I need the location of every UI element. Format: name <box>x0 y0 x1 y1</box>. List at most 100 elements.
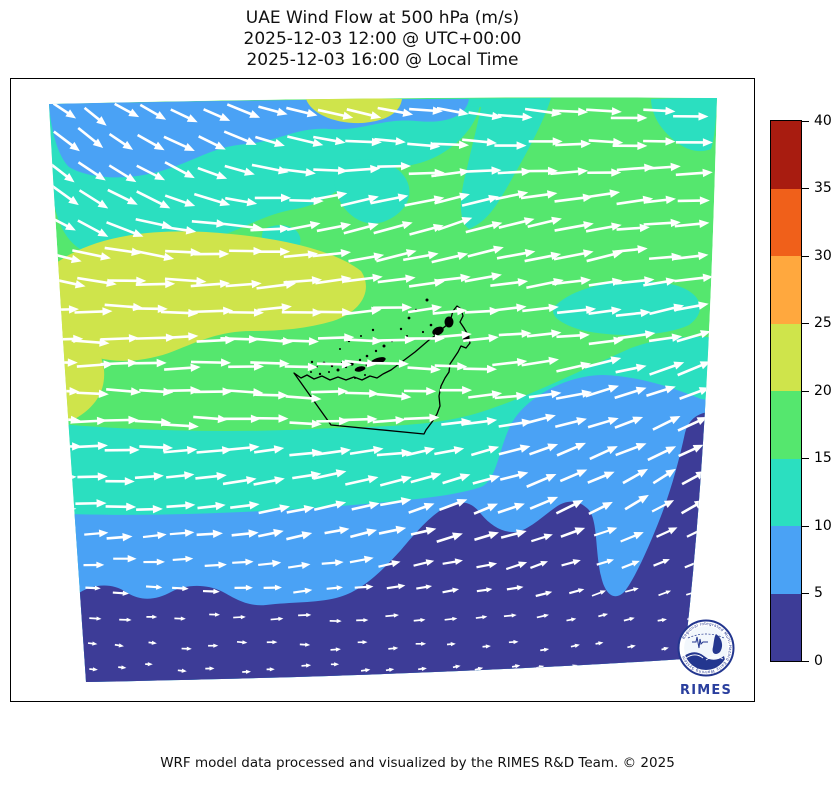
wind-arrow <box>623 617 635 622</box>
rimes-logo: Regional Integrated Multi-Hazard Early W… <box>677 619 735 698</box>
wind-arrow <box>370 193 409 205</box>
wind-arrow <box>529 443 559 456</box>
wind-arrow <box>53 557 77 565</box>
wind-arrow <box>346 108 382 120</box>
wind-arrow <box>530 533 553 543</box>
wind-arrow <box>345 475 379 486</box>
wind-arrow <box>524 251 562 263</box>
wind-arrow <box>283 250 319 259</box>
wind-arrow <box>624 494 649 511</box>
wind-arrow <box>357 640 368 645</box>
wind-arrow <box>344 359 378 368</box>
wind-arrow <box>556 442 587 457</box>
colorbar-tick-mark <box>802 323 809 325</box>
colorbar-segment <box>771 526 801 594</box>
colorbar-segment <box>771 188 801 256</box>
wind-arrow <box>164 276 207 286</box>
wind-arrow <box>673 301 709 312</box>
wind-arrow <box>253 476 285 486</box>
wind-arrow <box>52 102 77 119</box>
wind-arrow <box>561 559 581 567</box>
wind-arrow <box>499 470 529 481</box>
wind-arrow <box>463 364 497 374</box>
wind-arrow <box>596 558 615 566</box>
wind-arrow <box>433 140 470 150</box>
wind-arrow <box>356 618 369 623</box>
wind-arrow <box>119 617 132 622</box>
wind-arrow <box>195 472 227 481</box>
wind-arrow <box>74 307 113 316</box>
wind-arrow <box>587 168 622 177</box>
wind-arrow <box>286 505 315 514</box>
wind-arrow <box>236 640 248 645</box>
wind-arrow <box>614 416 644 429</box>
wind-arrow <box>77 161 106 181</box>
wind-arrow <box>612 141 648 151</box>
island-dot <box>358 358 362 362</box>
wind-arrow <box>202 588 220 595</box>
wind-arrow <box>446 642 456 647</box>
wind-arrow <box>164 161 195 179</box>
colorbar-tick-mark <box>802 458 809 460</box>
wind-arrow <box>78 189 109 209</box>
logo-illustration <box>684 626 728 670</box>
wind-arrow <box>139 443 174 452</box>
wind-arrow <box>651 500 675 513</box>
wind-arrow <box>193 192 231 207</box>
wind-arrow <box>377 161 411 171</box>
wind-arrow <box>224 164 255 176</box>
wind-arrow <box>555 389 593 400</box>
wind-arrow <box>378 525 407 535</box>
logo-figure-icon <box>712 634 723 655</box>
wind-arrow <box>283 276 323 285</box>
wind-arrow <box>50 183 79 206</box>
wind-arrow <box>671 251 709 261</box>
wind-arrow <box>372 359 409 368</box>
wind-arrow <box>373 303 413 312</box>
wind-arrow <box>313 500 347 512</box>
wind-arrow <box>409 223 444 236</box>
island-blob <box>444 316 454 328</box>
chart-subtitle-utc: 2025-12-03 12:00 @ UTC+00:00 <box>243 29 522 49</box>
wind-arrow <box>134 472 164 481</box>
wind-arrow <box>586 107 622 116</box>
wind-arrow <box>498 444 531 456</box>
wind-arrow <box>494 141 527 150</box>
wind-arrow <box>444 616 458 622</box>
wind-arrow <box>615 363 647 374</box>
wind-arrow <box>643 218 681 228</box>
wind-arrow <box>437 217 473 231</box>
colorbar-tick-label: 15 <box>814 450 832 466</box>
wind-arrow <box>107 188 138 205</box>
wind-arrow <box>266 667 275 672</box>
wind-arrow <box>326 585 343 591</box>
island-dot <box>318 372 322 376</box>
wind-arrow <box>83 561 105 569</box>
wind-arrow <box>108 164 137 183</box>
wind-arrow <box>643 106 676 116</box>
island-dot <box>399 327 403 331</box>
wind-arrow <box>402 251 439 262</box>
wind-arrow <box>223 130 257 145</box>
island-blob <box>354 366 366 372</box>
wind-arrow <box>270 616 284 621</box>
wind-arrow <box>506 585 524 591</box>
wind-arrow <box>136 505 163 514</box>
wind-arrow <box>413 618 426 623</box>
wind-arrow <box>372 416 406 425</box>
speed-region-0-5 <box>49 411 717 683</box>
wind-arrow <box>143 558 165 566</box>
wind-arrow <box>313 135 346 146</box>
wind-arrow <box>49 526 74 535</box>
wind-arrow <box>133 358 167 368</box>
wind-arrow <box>77 472 108 481</box>
wind-arrow <box>84 529 109 538</box>
wind-arrow <box>354 583 374 590</box>
wind-arrow <box>657 617 667 623</box>
wind-arrow <box>535 590 553 598</box>
wind-arrow <box>526 474 557 488</box>
wind-arrow <box>136 133 165 151</box>
wind-arrow <box>675 138 713 147</box>
wind-arrow <box>373 221 413 235</box>
wind-arrow <box>287 561 311 570</box>
